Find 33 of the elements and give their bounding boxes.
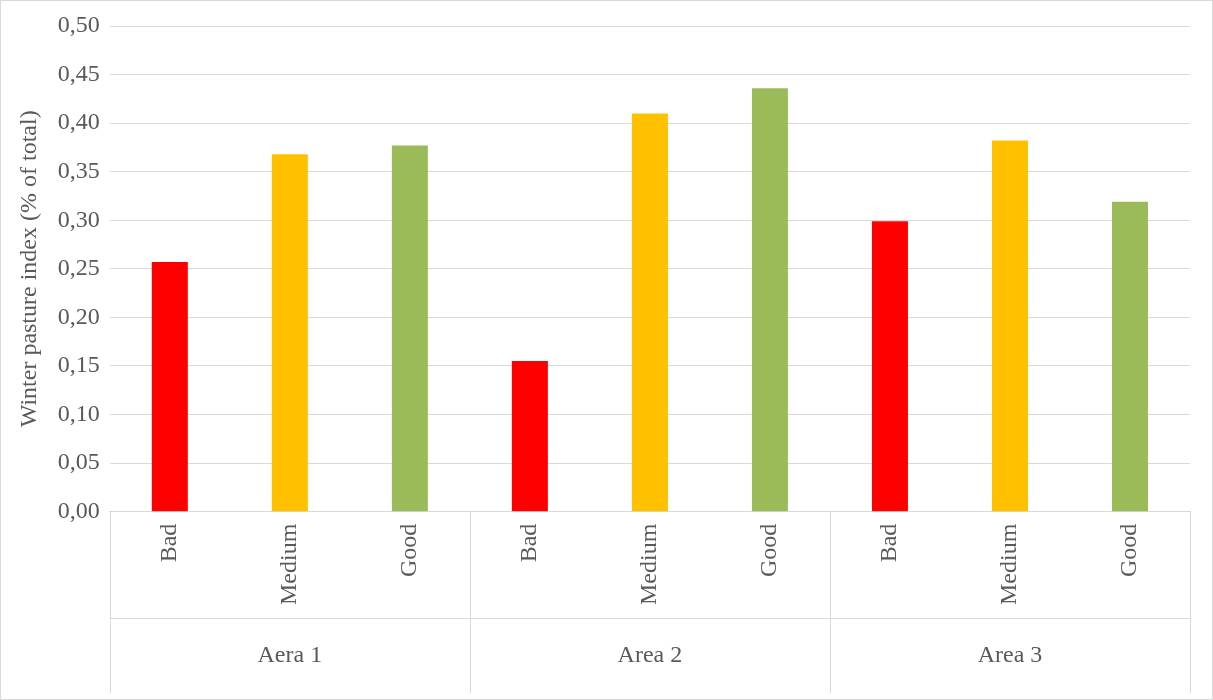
y-tick-label: 0,20 (57, 302, 100, 329)
x-tick-label: Medium (635, 523, 662, 605)
x-tick-label: Good (1115, 523, 1142, 578)
y-tick-label: 0,40 (57, 108, 100, 135)
y-tick-label: 0,15 (57, 351, 100, 378)
y-tick-label: 0,30 (57, 205, 100, 232)
text: Aera 1 (257, 641, 323, 668)
y-tick-label: 0,35 (57, 157, 100, 183)
bar (271, 154, 308, 512)
bar (151, 262, 188, 512)
x-tick-label: Medium (275, 523, 302, 605)
y-tick-label: 0,50 (57, 11, 100, 38)
bar (871, 221, 908, 512)
x-tick-label: Bad (515, 523, 542, 563)
x-tick-label: Medium (995, 523, 1022, 605)
text: Area 2 (617, 641, 683, 668)
bar (511, 361, 548, 512)
bar (751, 88, 788, 512)
y-axis-title: Winter pasture index (% of total) (14, 110, 41, 428)
y-tick-label: 0,45 (57, 59, 100, 86)
y-tick-label: 0,10 (57, 399, 100, 426)
x-tick-label: Bad (155, 523, 182, 563)
y-tick-label: 0,25 (57, 254, 100, 281)
bar (391, 145, 428, 512)
text: Area 3 (977, 641, 1043, 668)
y-tick-label: 0,00 (57, 496, 100, 523)
x-tick-label: Good (395, 523, 422, 578)
x-tick-label: Good (755, 523, 782, 578)
bar (991, 140, 1028, 512)
bar (1111, 201, 1148, 512)
y-tick-label: 0,05 (57, 448, 100, 475)
x-tick-label: Bad (875, 523, 902, 563)
bar (631, 113, 668, 512)
